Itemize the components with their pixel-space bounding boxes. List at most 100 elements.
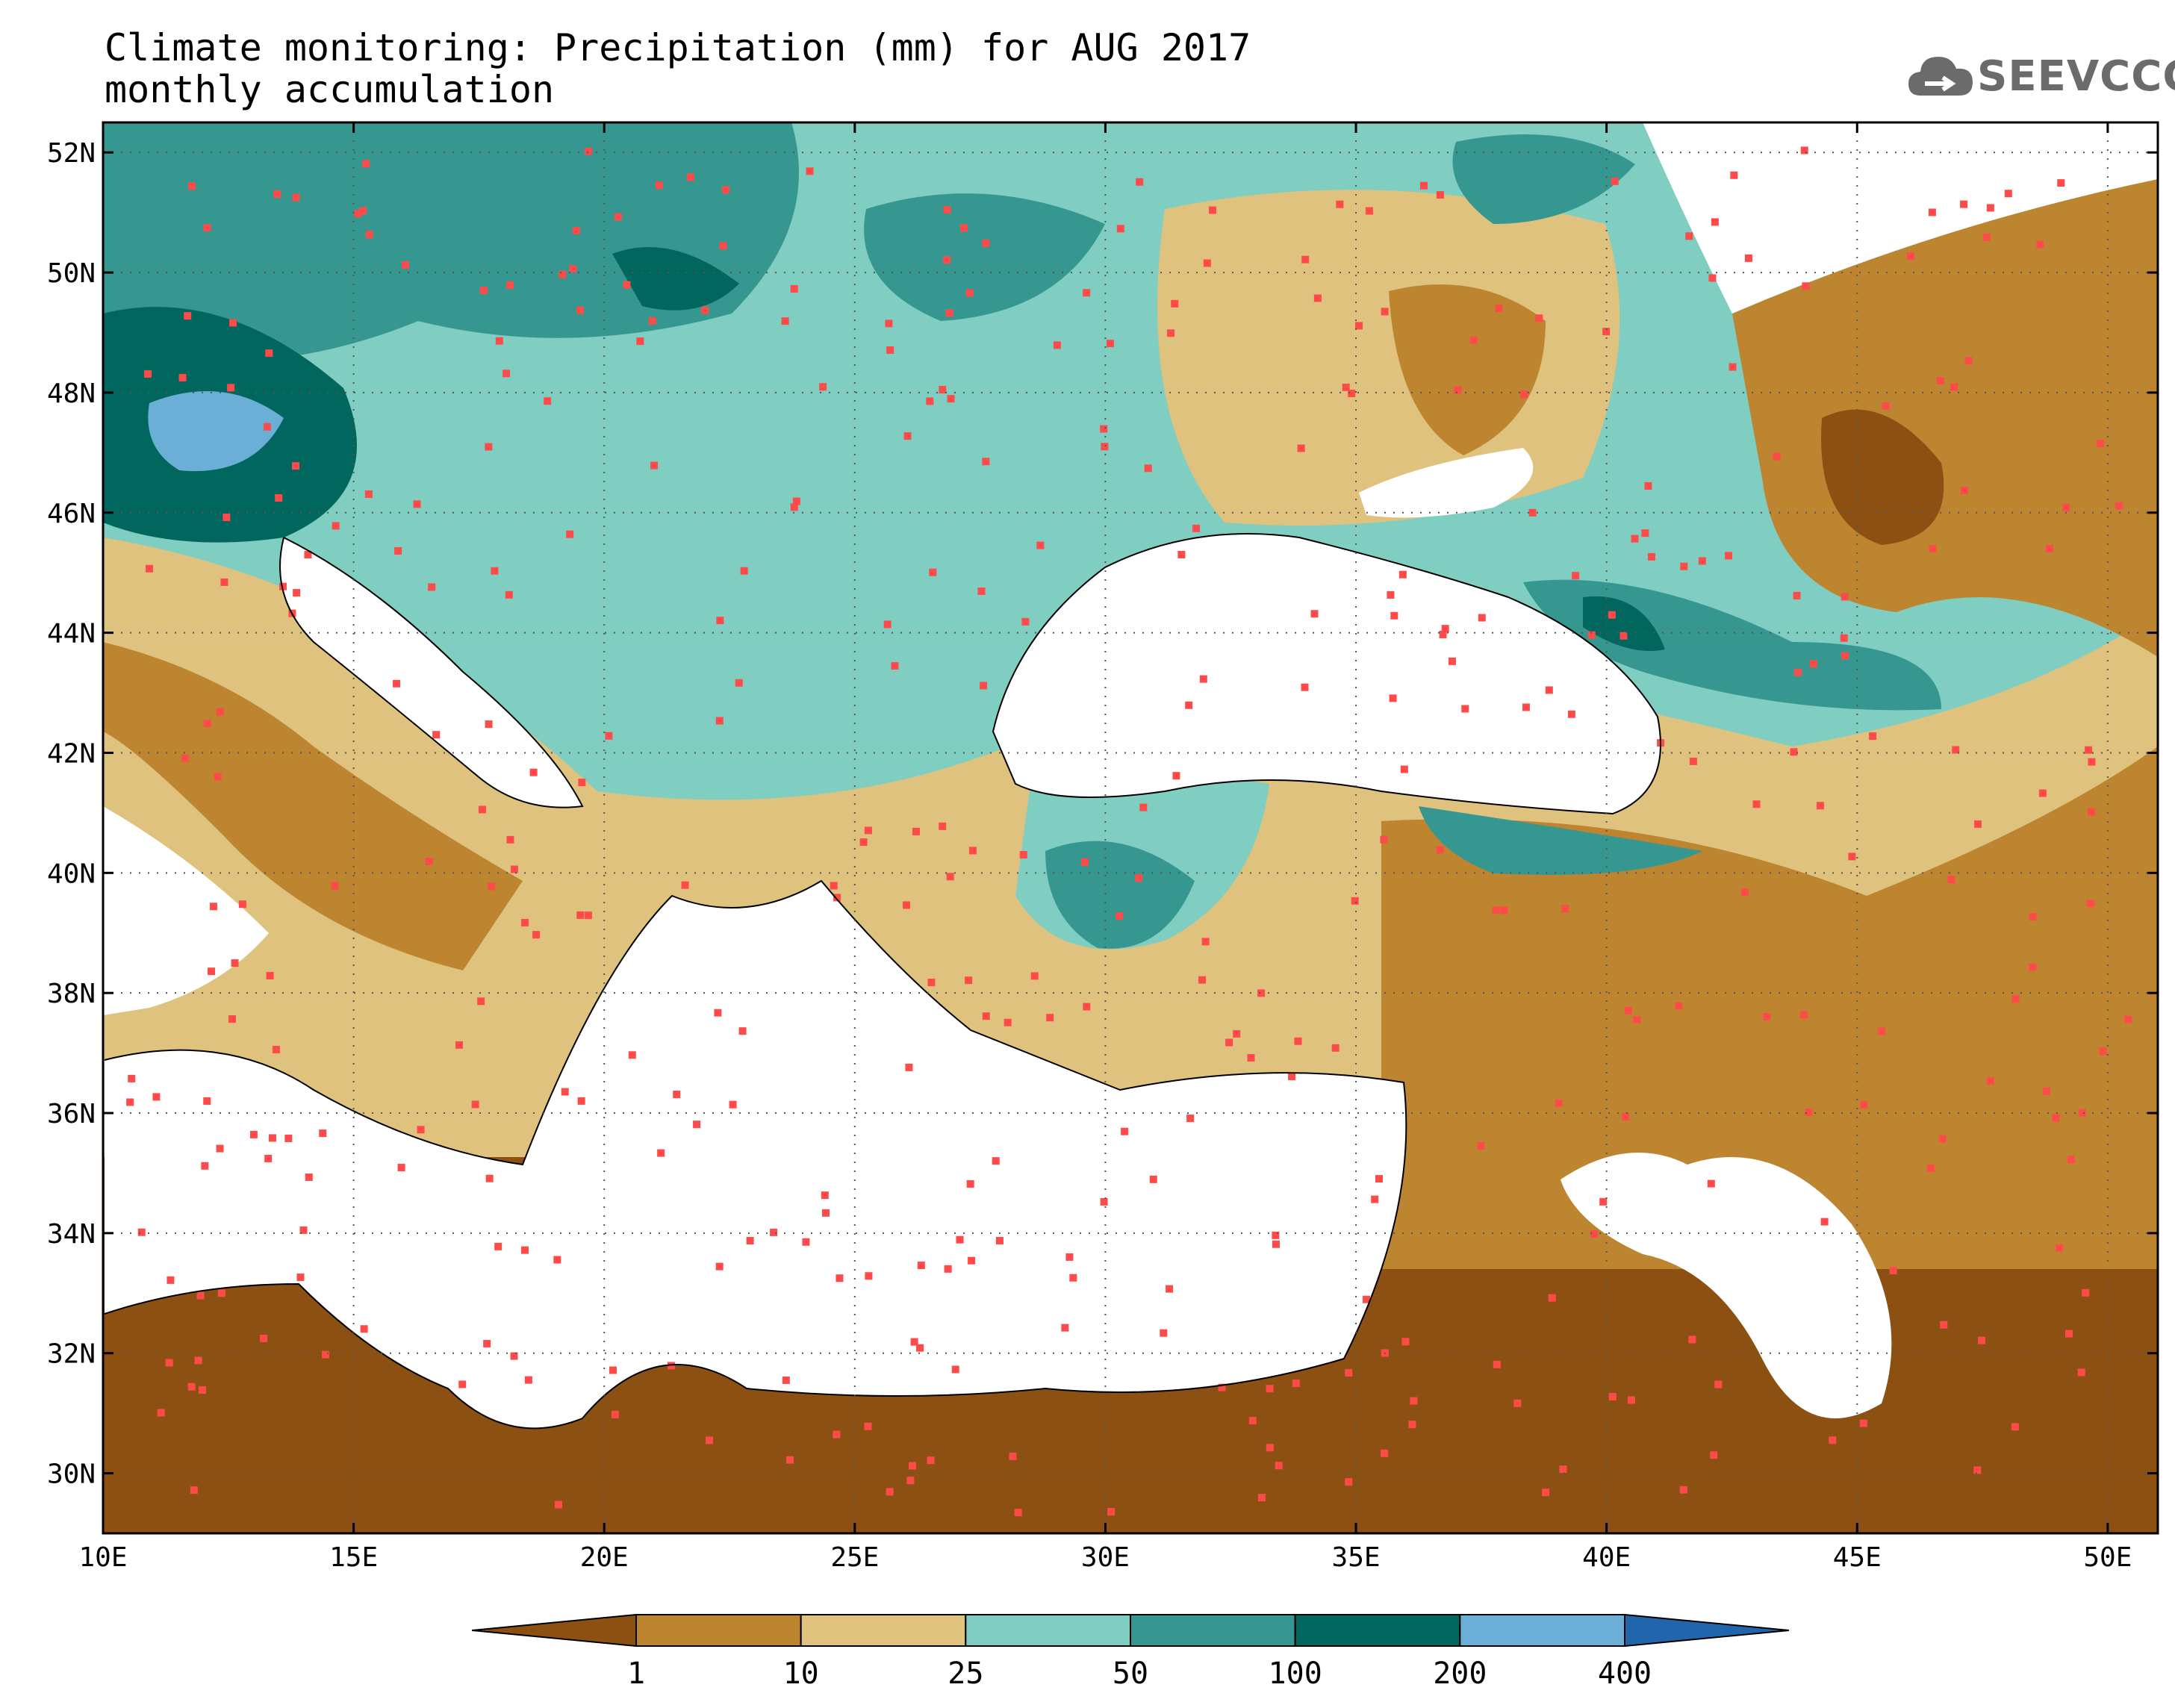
station-marker — [1436, 191, 1444, 199]
station-marker — [968, 847, 977, 855]
station-marker — [2088, 808, 2096, 816]
station-marker — [1622, 1112, 1630, 1121]
station-marker — [1209, 206, 1217, 214]
station-marker — [1348, 389, 1356, 397]
colorbar-segment — [1294, 1614, 1461, 1647]
station-marker — [220, 578, 228, 586]
station-marker — [585, 147, 593, 155]
station-marker — [1014, 1509, 1022, 1517]
station-marker — [249, 1130, 258, 1138]
station-marker — [471, 1100, 479, 1109]
station-marker — [1247, 1053, 1255, 1062]
seevccc-logo: SEEVCCC — [1905, 46, 2175, 106]
station-marker — [992, 1157, 1000, 1165]
station-marker — [1535, 314, 1543, 322]
station-marker — [786, 1456, 794, 1464]
station-marker — [1964, 357, 1973, 365]
station-marker — [2057, 179, 2065, 187]
station-marker — [1561, 905, 1569, 913]
station-marker — [265, 349, 273, 358]
colorbar-label: 25 — [948, 1656, 983, 1691]
station-marker — [1272, 1240, 1280, 1248]
station-marker — [693, 1121, 701, 1129]
station-marker — [572, 226, 580, 234]
station-marker — [1065, 1253, 1074, 1261]
station-marker — [319, 1129, 327, 1138]
station-marker — [2115, 502, 2123, 510]
station-marker — [977, 587, 986, 595]
station-marker — [1069, 1274, 1077, 1282]
lat-tick-label: 32N — [47, 1339, 96, 1370]
station-marker — [1100, 1197, 1108, 1206]
station-marker — [980, 682, 988, 690]
station-marker — [201, 1162, 209, 1170]
station-marker — [1986, 204, 1994, 212]
station-marker — [929, 568, 937, 576]
station-marker — [1116, 225, 1124, 233]
station-marker — [982, 239, 990, 247]
station-marker — [609, 1366, 617, 1374]
station-marker — [1928, 208, 1936, 216]
station-marker — [1019, 851, 1027, 859]
station-marker — [821, 1191, 829, 1200]
station-marker — [1149, 1175, 1157, 1183]
station-marker — [305, 1173, 313, 1181]
station-marker — [1351, 897, 1359, 905]
station-marker — [1248, 1417, 1257, 1425]
station-marker — [1602, 328, 1611, 336]
station-marker — [1495, 305, 1503, 313]
station-marker — [1859, 1419, 1867, 1427]
station-marker — [1493, 1360, 1501, 1368]
station-marker — [275, 494, 283, 502]
station-marker — [1802, 282, 1810, 290]
station-marker — [1882, 402, 1890, 410]
station-marker — [228, 1015, 237, 1023]
station-marker — [485, 1174, 494, 1182]
station-marker — [1218, 1383, 1226, 1391]
station-marker — [1288, 1072, 1296, 1080]
station-marker — [561, 1088, 569, 1096]
station-marker — [885, 320, 893, 328]
station-marker — [945, 309, 953, 317]
station-marker — [1572, 572, 1580, 580]
station-marker — [927, 978, 936, 986]
station-marker — [2043, 1087, 2051, 1095]
station-marker — [1390, 611, 1398, 620]
station-marker — [144, 370, 152, 378]
station-marker — [296, 1274, 305, 1282]
station-marker — [1203, 259, 1211, 267]
station-marker — [1710, 1451, 1718, 1459]
station-marker — [1500, 906, 1508, 914]
station-marker — [1355, 322, 1363, 330]
station-marker — [1331, 1044, 1339, 1052]
station-marker — [740, 567, 748, 575]
station-marker — [1840, 652, 1849, 660]
station-marker — [491, 567, 499, 575]
station-marker — [1036, 541, 1045, 549]
station-marker — [1266, 1385, 1274, 1393]
station-marker — [1135, 874, 1143, 882]
station-marker — [715, 717, 724, 725]
station-marker — [1381, 1449, 1389, 1457]
station-marker — [1171, 299, 1179, 308]
station-marker — [1608, 1392, 1617, 1400]
station-marker — [1336, 200, 1344, 208]
station-marker — [1492, 906, 1500, 914]
station-marker — [578, 779, 586, 787]
precipitation-field — [103, 122, 2158, 1533]
station-marker — [216, 708, 224, 716]
station-marker — [1381, 308, 1389, 316]
station-marker — [1233, 1029, 1241, 1038]
station-marker — [217, 1289, 225, 1297]
station-marker — [494, 1242, 502, 1250]
station-marker — [1101, 443, 1109, 451]
station-marker — [506, 835, 514, 844]
station-marker — [714, 1009, 722, 1017]
station-marker — [483, 1339, 491, 1347]
station-marker — [137, 1228, 146, 1236]
station-marker — [1698, 557, 1706, 565]
station-marker — [1809, 660, 1817, 668]
station-marker — [1619, 632, 1628, 640]
station-marker — [203, 1097, 211, 1105]
station-marker — [966, 1179, 974, 1188]
